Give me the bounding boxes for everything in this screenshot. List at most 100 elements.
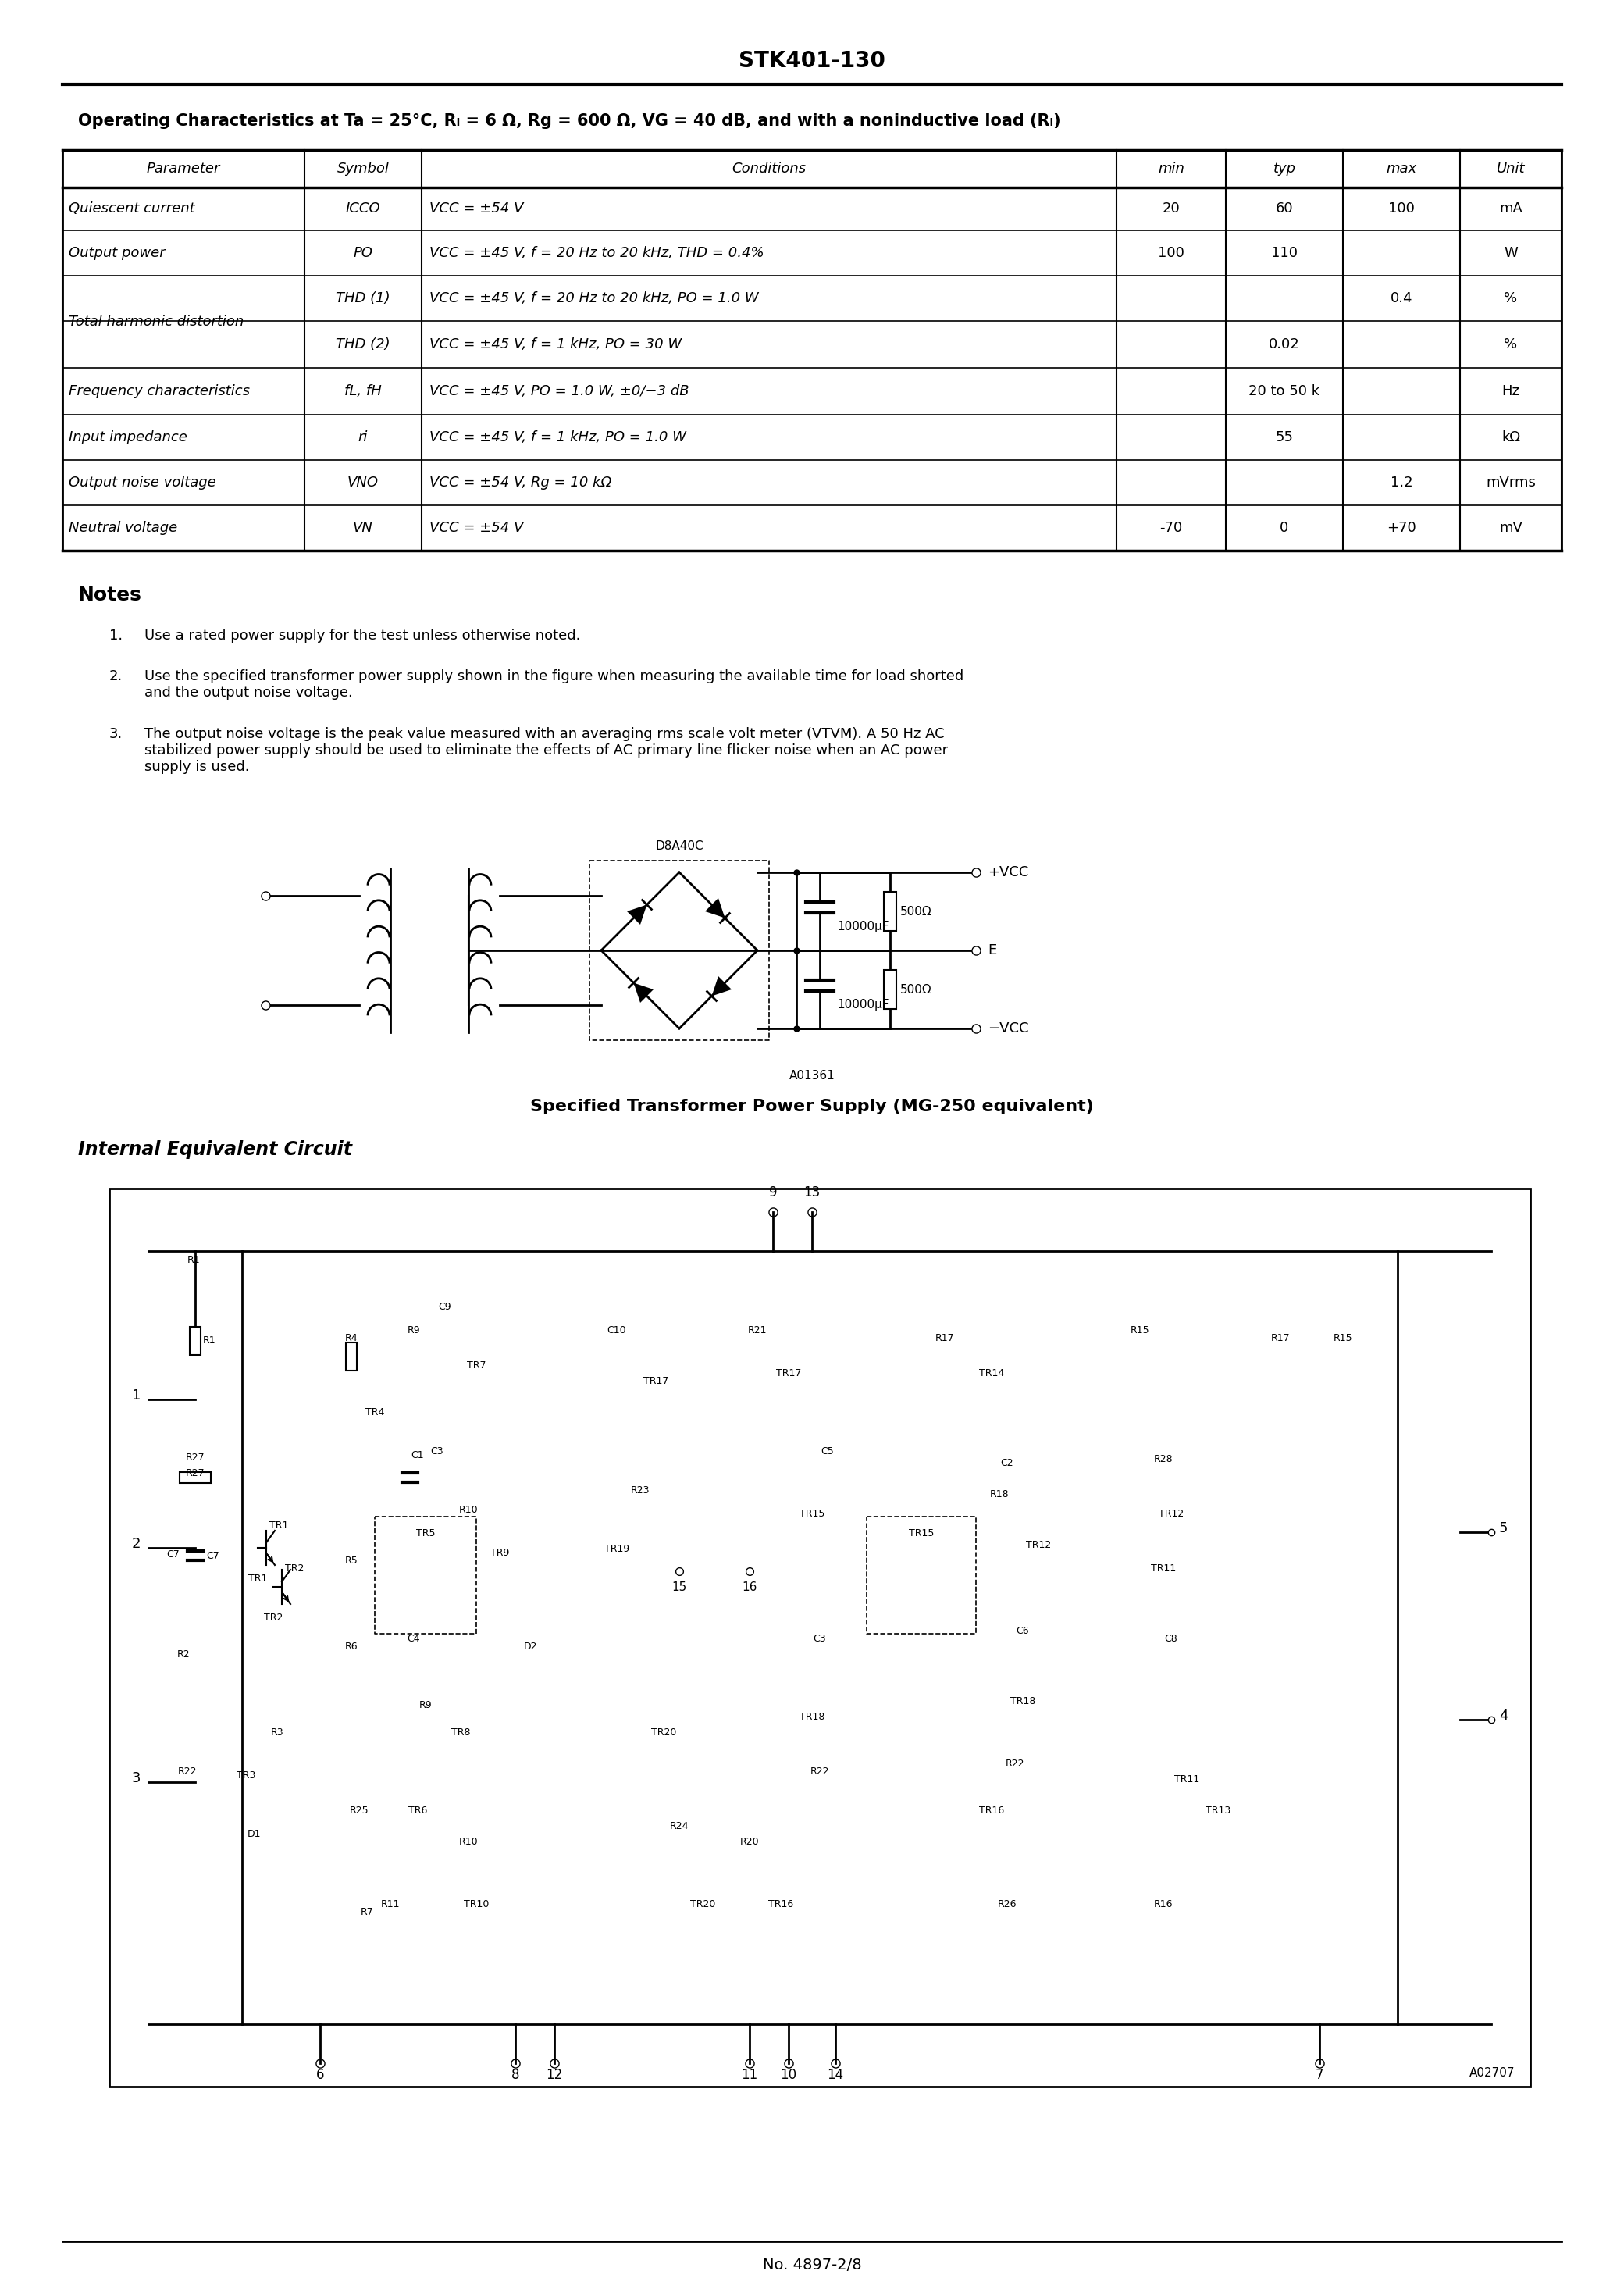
- Text: 15: 15: [672, 1581, 687, 1592]
- Text: R18: R18: [989, 1490, 1009, 1499]
- Text: 13: 13: [804, 1185, 820, 1201]
- Text: 2: 2: [132, 1538, 141, 1551]
- Text: Parameter: Parameter: [146, 162, 221, 175]
- Text: 12: 12: [546, 2068, 562, 2082]
- Text: 500Ω: 500Ω: [900, 904, 932, 918]
- Text: %: %: [1504, 292, 1517, 305]
- Text: C6: C6: [1017, 1626, 1030, 1636]
- Text: 2.: 2.: [109, 670, 123, 683]
- Text: 20: 20: [1163, 203, 1181, 216]
- Text: Input impedance: Input impedance: [68, 431, 187, 444]
- Text: Frequency characteristics: Frequency characteristics: [68, 385, 250, 399]
- Text: THD (1): THD (1): [336, 292, 390, 305]
- Text: 11: 11: [741, 2068, 758, 2082]
- Text: R15: R15: [1130, 1326, 1150, 1335]
- Text: Use the specified transformer power supply shown in the figure when measuring th: Use the specified transformer power supp…: [145, 670, 963, 699]
- Text: Output power: Output power: [68, 246, 166, 260]
- Text: -70: -70: [1160, 522, 1182, 535]
- Text: R22: R22: [1005, 1759, 1025, 1768]
- Text: Conditions: Conditions: [732, 162, 806, 175]
- Text: 10000μF: 10000μF: [836, 1000, 888, 1011]
- Text: 110: 110: [1272, 246, 1298, 260]
- Text: Unit: Unit: [1497, 162, 1525, 175]
- Text: ri: ri: [359, 431, 369, 444]
- Text: C9: C9: [438, 1301, 451, 1312]
- Polygon shape: [705, 898, 724, 918]
- Text: min: min: [1158, 162, 1184, 175]
- Text: R6: R6: [344, 1642, 357, 1652]
- Text: Neutral voltage: Neutral voltage: [68, 522, 177, 535]
- Text: 1.: 1.: [109, 629, 123, 642]
- Text: 9: 9: [768, 1185, 776, 1201]
- Text: VCC = ±45 V, PO = 1.0 W, ±0/−3 dB: VCC = ±45 V, PO = 1.0 W, ±0/−3 dB: [429, 385, 689, 399]
- Text: VCC = ±54 V, Rg = 10 kΩ: VCC = ±54 V, Rg = 10 kΩ: [429, 476, 612, 490]
- Text: TR9: TR9: [490, 1547, 510, 1558]
- Text: R5: R5: [344, 1556, 357, 1565]
- Text: R27: R27: [185, 1467, 205, 1478]
- Text: R16: R16: [1153, 1900, 1173, 1909]
- Text: R9: R9: [419, 1699, 432, 1711]
- Text: TR15: TR15: [799, 1508, 825, 1519]
- Text: TR20: TR20: [690, 1900, 715, 1909]
- Text: TR6: TR6: [408, 1806, 427, 1816]
- Text: C3: C3: [814, 1633, 827, 1645]
- Text: VNO: VNO: [348, 476, 378, 490]
- Text: Operating Characteristics at Ta = 25°C, Rₗ = 6 Ω, Rg = 600 Ω, VG = 40 dB, and wi: Operating Characteristics at Ta = 25°C, …: [78, 114, 1060, 130]
- Text: Internal Equivalent Circuit: Internal Equivalent Circuit: [78, 1141, 352, 1160]
- Text: R15: R15: [1333, 1333, 1353, 1344]
- Text: TR7: TR7: [466, 1360, 486, 1371]
- Text: mA: mA: [1499, 203, 1522, 216]
- Text: C2: C2: [1000, 1458, 1013, 1467]
- Text: TR17: TR17: [643, 1376, 669, 1387]
- Text: R7: R7: [361, 1907, 374, 1918]
- Text: 4: 4: [1499, 1708, 1509, 1722]
- Text: kΩ: kΩ: [1502, 431, 1520, 444]
- Text: TR1: TR1: [270, 1519, 289, 1531]
- Text: TR1: TR1: [248, 1574, 268, 1583]
- Text: R3: R3: [271, 1727, 284, 1738]
- Text: C7: C7: [167, 1549, 180, 1560]
- Text: R27: R27: [185, 1453, 205, 1462]
- Text: W: W: [1504, 246, 1518, 260]
- Text: C10: C10: [607, 1326, 627, 1335]
- Text: ICCO: ICCO: [346, 203, 380, 216]
- Text: TR20: TR20: [651, 1727, 676, 1738]
- Text: TR12: TR12: [1026, 1540, 1051, 1549]
- Text: R10: R10: [460, 1836, 477, 1847]
- Text: TR11: TR11: [1174, 1775, 1200, 1784]
- Text: R28: R28: [1153, 1453, 1173, 1465]
- Text: Notes: Notes: [78, 585, 141, 604]
- Text: 10000μF: 10000μF: [836, 920, 888, 932]
- Polygon shape: [633, 982, 653, 1002]
- Text: C8: C8: [1164, 1633, 1177, 1645]
- Text: VCC = ±45 V, f = 1 kHz, PO = 30 W: VCC = ±45 V, f = 1 kHz, PO = 30 W: [429, 337, 682, 351]
- Text: typ: typ: [1273, 162, 1296, 175]
- Text: 1.2: 1.2: [1390, 476, 1413, 490]
- Text: 55: 55: [1275, 431, 1293, 444]
- Text: D8A40C: D8A40C: [654, 841, 703, 852]
- Text: 6: 6: [317, 2068, 325, 2082]
- Text: TR17: TR17: [776, 1369, 801, 1378]
- Text: Quiescent current: Quiescent current: [68, 203, 195, 216]
- Text: mVrms: mVrms: [1486, 476, 1536, 490]
- Text: R17: R17: [935, 1333, 955, 1344]
- Text: R21: R21: [747, 1326, 767, 1335]
- Text: TR3: TR3: [237, 1770, 255, 1781]
- Text: C3: C3: [430, 1447, 443, 1456]
- Bar: [346, 1342, 357, 1371]
- Text: 5: 5: [1499, 1522, 1509, 1535]
- Text: Total harmonic distortion: Total harmonic distortion: [68, 314, 244, 328]
- Text: TR12: TR12: [1158, 1508, 1184, 1519]
- Text: STK401-130: STK401-130: [739, 50, 885, 73]
- Text: 10: 10: [780, 2068, 797, 2082]
- Text: R4: R4: [344, 1333, 357, 1344]
- Text: R9: R9: [408, 1326, 421, 1335]
- Text: TR11: TR11: [1151, 1563, 1176, 1574]
- Text: TR15: TR15: [909, 1529, 934, 1538]
- Text: R1: R1: [187, 1255, 200, 1264]
- Text: Specified Transformer Power Supply (MG-250 equivalent): Specified Transformer Power Supply (MG-2…: [529, 1098, 1095, 1114]
- Text: TR18: TR18: [799, 1711, 825, 1722]
- Text: −VCC: −VCC: [987, 1021, 1028, 1036]
- Text: TR19: TR19: [604, 1544, 630, 1554]
- Text: 0.4: 0.4: [1390, 292, 1413, 305]
